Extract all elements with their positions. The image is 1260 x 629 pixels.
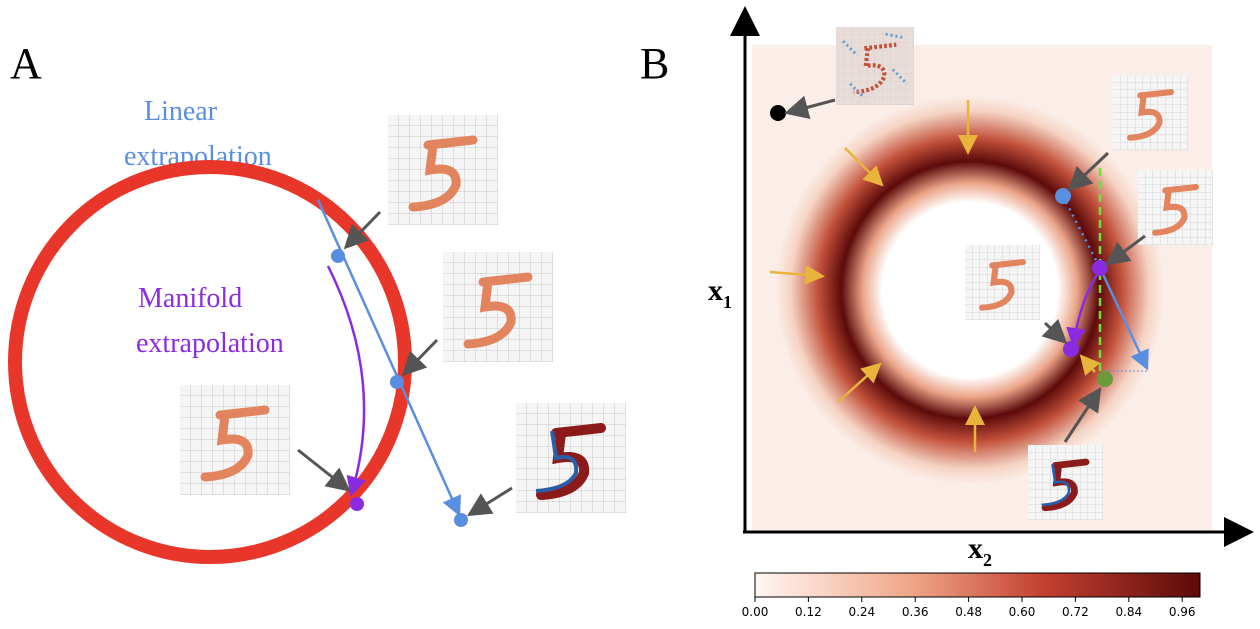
digit-image	[965, 245, 1040, 320]
linear-line	[316, 199, 461, 517]
colorbar-tick-label: 0.24	[848, 605, 875, 619]
linear-label: Linear	[144, 96, 218, 127]
label-base: x	[708, 274, 723, 307]
linear-arrow	[1098, 267, 1149, 371]
digit-image	[1028, 445, 1103, 520]
point	[454, 513, 468, 527]
manifold-label: Manifold	[138, 283, 242, 314]
y-axis-label: x1	[708, 274, 732, 312]
point	[770, 105, 786, 121]
manifold-label: extrapolation	[136, 328, 284, 359]
colorbar-tick-label: 0.84	[1115, 605, 1142, 619]
label-sub: 1	[723, 292, 732, 312]
point	[1092, 260, 1108, 276]
colorbar-tick-label: 0.96	[1169, 605, 1196, 619]
label-base: x	[968, 532, 983, 565]
digit-image	[180, 385, 290, 495]
manifold-arrow	[326, 265, 366, 497]
point	[331, 249, 345, 263]
panel-letter: B	[640, 39, 669, 88]
point	[350, 497, 364, 511]
digit-image	[443, 252, 553, 362]
digit-image	[388, 115, 498, 225]
point	[1063, 341, 1079, 357]
colorbar-tick-label: 0.60	[1009, 605, 1036, 619]
manifold-arrow	[1066, 269, 1102, 348]
colorbar-ticks: 0.00 0.12 0.24 0.36 0.48 0.60 0.72 0.84 0.96	[742, 597, 1196, 619]
pointer-arrows	[784, 95, 1146, 443]
manifold-circle	[8, 160, 412, 564]
digit-image	[516, 403, 626, 513]
colorbar-tick-label: 0.00	[742, 605, 769, 619]
panel-b: B x1 x2 0.00 0.12 0.24 0.36 0.48 0.60 0.72 0.84…	[640, 6, 1254, 619]
colorbar-tick-label: 0.48	[955, 605, 982, 619]
point	[390, 375, 404, 389]
panel-letter: A	[10, 39, 42, 88]
colorbar-tick-label: 0.36	[902, 605, 929, 619]
digit-image	[836, 27, 914, 105]
digit-image	[1113, 75, 1188, 150]
gradient-arrows	[769, 100, 1101, 452]
colorbar-tick-label: 0.12	[795, 605, 822, 619]
colorbar-tick-label: 0.72	[1062, 605, 1089, 619]
pointer-arrows	[297, 210, 513, 517]
label-sub: 2	[983, 550, 992, 570]
point	[1097, 371, 1113, 387]
colorbar	[754, 572, 1201, 598]
x-axis-label: x2	[968, 532, 992, 570]
point	[1055, 188, 1071, 204]
panel-a: A Linear extrapolation Manifold extrapol…	[8, 39, 626, 564]
digit-image	[1138, 170, 1213, 245]
